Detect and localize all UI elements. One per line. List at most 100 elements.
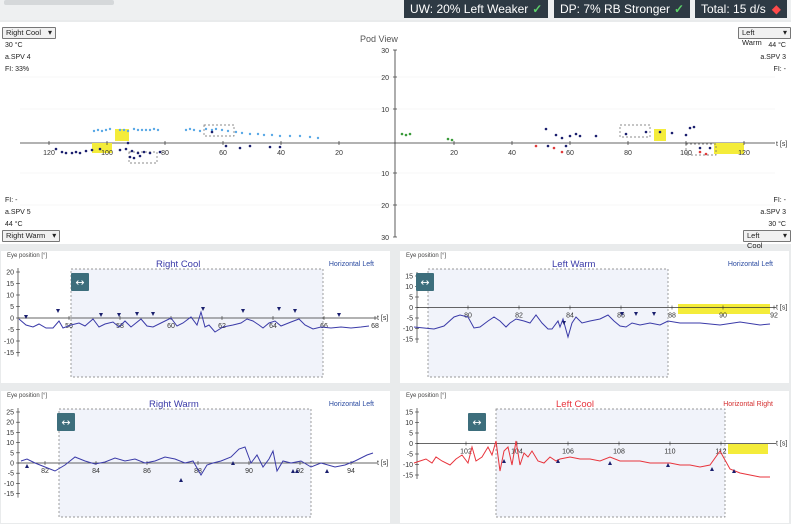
horizontal-arrows-icon[interactable]: ↔ (416, 273, 434, 291)
y-tick: 15 (6, 430, 14, 437)
pod-point (210, 130, 214, 134)
beat-marker (652, 312, 656, 316)
x-unit: t [s] (377, 460, 388, 467)
fi-label: FI: - (5, 197, 18, 204)
horizontal-arrows-icon[interactable]: ↔ (468, 413, 486, 431)
pod-point (156, 128, 160, 132)
status-bar: UW: 20% Left Weaker ✓ DP: 7% RB Stronger ✓… (0, 0, 791, 20)
beat-marker (634, 312, 638, 316)
direction-label: Horizontal Right (723, 401, 773, 408)
x-tick: 86 (143, 468, 151, 475)
pod-y-tick: 20 (381, 203, 389, 210)
y-tick: 5 (10, 304, 14, 311)
y-tick: -15 (403, 337, 413, 344)
x-tick: 104 (511, 449, 523, 456)
pod-point (140, 128, 144, 132)
pod-point (684, 133, 688, 137)
pod-point (54, 147, 58, 151)
pod-point (624, 132, 628, 136)
beat-marker (556, 459, 560, 463)
selection-region[interactable] (427, 268, 669, 378)
beat-marker (295, 469, 299, 473)
pod-point (554, 133, 558, 137)
svg-text:↔: ↔ (420, 276, 429, 289)
pod-point (308, 135, 312, 139)
x-tick: 80 (464, 313, 472, 320)
direction-label: Horizontal Left (727, 261, 773, 268)
pod-y-tick: 10 (381, 171, 389, 178)
horizontal-arrows-icon[interactable]: ↔ (71, 273, 89, 291)
y-tick: -10 (4, 339, 14, 346)
beat-marker (179, 478, 183, 482)
pod-point (238, 146, 242, 150)
pod-point (130, 149, 134, 153)
horizontal-arrows-icon[interactable]: ↔ (57, 413, 75, 431)
selection-region[interactable] (70, 268, 324, 378)
beat-marker (99, 313, 103, 317)
pod-view-plot: 120 100 80 60 40 20 20 40 60 80 100 120 30 20 10 10 20 30… (20, 48, 787, 242)
pod-point (248, 144, 252, 148)
temp-label: 30 °C (5, 42, 23, 49)
pod-point (234, 130, 238, 134)
pod-point (198, 129, 202, 133)
beat-marker (117, 313, 121, 317)
y-tick: 0 (409, 305, 413, 312)
bottom-left-select[interactable]: Right Warm (2, 230, 61, 242)
bottom-left-info: FI: - a.SPV 5 44 °C (5, 195, 31, 231)
x-tick: 92 (770, 313, 778, 320)
pod-point (158, 150, 162, 154)
x-tick: 82 (515, 313, 523, 320)
pod-point (126, 141, 130, 145)
trace-plot: 15 10 5 0 -5 -10 -15 80 82 84 86 88 90 92t [s] ↔ (403, 268, 787, 378)
y-tick: 5 (10, 450, 14, 457)
pod-point (132, 127, 136, 131)
pod-point (118, 128, 122, 132)
pod-point (270, 133, 274, 137)
fi-label: FI: 33% (5, 66, 30, 73)
pod-point (214, 127, 218, 131)
pod-point (126, 129, 130, 133)
spv-label: a.SPV 3 (760, 54, 786, 61)
pod-point (148, 128, 152, 132)
pod-point (408, 132, 412, 136)
pod-point (560, 150, 564, 154)
pod-point (698, 146, 702, 150)
pod-point (316, 136, 320, 140)
pod-point (74, 150, 78, 154)
pod-point (100, 129, 104, 133)
beat-marker (277, 307, 281, 311)
beat-marker (56, 309, 60, 313)
y-tick: -5 (407, 452, 413, 459)
uw-badge: UW: 20% Left Weaker ✓ (404, 0, 549, 18)
pod-x-tick: 20 (335, 150, 343, 157)
pod-point (152, 127, 156, 131)
pod-marker (115, 129, 129, 141)
chart-left-warm: Eye position [°] Left Warm Horizontal Left… (400, 251, 789, 383)
pod-point (142, 150, 146, 154)
pod-point (78, 151, 82, 155)
pod-point (698, 150, 702, 154)
top-left-select[interactable]: Right Cool (2, 27, 57, 39)
pod-point (92, 129, 96, 133)
y-tick: 10 (6, 440, 14, 447)
pod-point (148, 151, 152, 155)
bottom-right-select[interactable]: Left Cool (743, 230, 791, 250)
pod-point (60, 150, 64, 154)
pod-point (220, 128, 224, 132)
beat-marker (293, 309, 297, 313)
top-right-select[interactable]: Left Warm (738, 27, 791, 47)
direction-label: Horizontal Left (328, 261, 374, 268)
pod-y-tick: 10 (381, 107, 389, 114)
bottom-right-info: FI: - a.SPV 3 30 °C (760, 195, 786, 231)
eye-trace (413, 440, 770, 478)
highlight-marker (678, 304, 770, 314)
pod-point (568, 134, 572, 138)
beat-marker (151, 312, 155, 316)
pod-point (64, 151, 68, 155)
y-tick: -15 (4, 350, 14, 357)
x-tick: 106 (562, 449, 574, 456)
y-tick: -5 (8, 327, 14, 334)
x-tick: 84 (92, 468, 100, 475)
pod-x-tick: 60 (219, 150, 227, 157)
